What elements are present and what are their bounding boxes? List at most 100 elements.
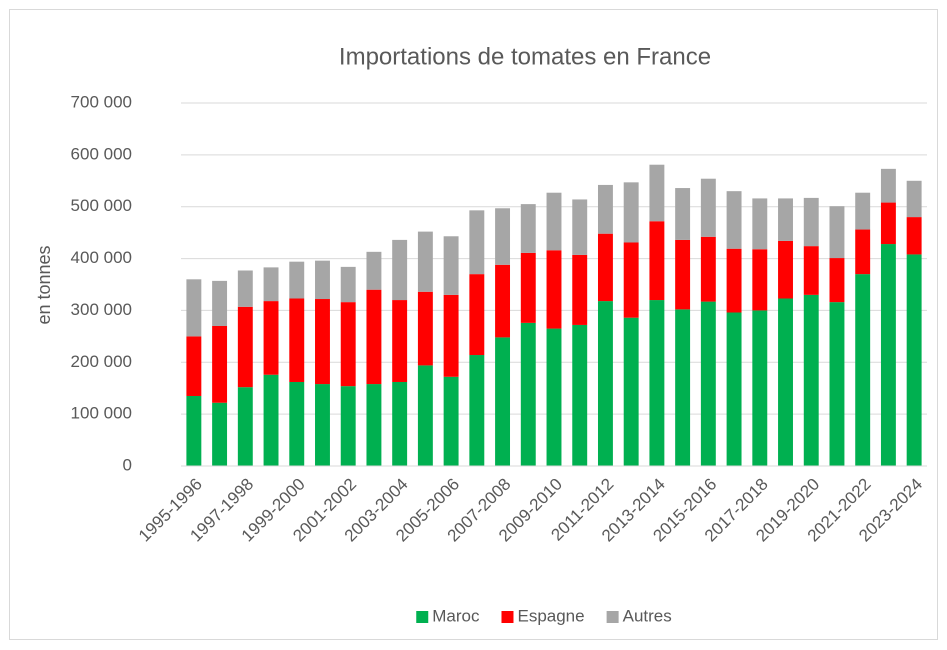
bar-segment (700, 178, 716, 237)
bar-segment (392, 381, 408, 466)
bar-segment (829, 302, 845, 466)
y-tick-label: 300 000 (71, 300, 132, 319)
bar-segment (572, 199, 588, 255)
legend-item: Autres (606, 606, 672, 625)
bar-segment (417, 231, 433, 292)
bar-segment (237, 306, 253, 388)
bar-segment (263, 301, 279, 375)
bar-segment (855, 229, 871, 275)
bar-segment (649, 300, 665, 466)
bar-segment (417, 365, 433, 466)
bar-segment (700, 236, 716, 302)
bar-segment (263, 267, 279, 302)
y-tick-label: 600 000 (71, 144, 132, 163)
bar-segment (752, 198, 768, 250)
bar-segment (623, 242, 639, 318)
bar-segment (443, 236, 459, 295)
bar-segment (597, 301, 613, 466)
bar-segment (315, 384, 330, 466)
bar-segment (212, 402, 228, 466)
legend-label: Autres (623, 606, 672, 625)
bar-segment (752, 249, 768, 311)
bar-segment (726, 312, 742, 466)
bar-segment (726, 248, 742, 313)
bar-segment (186, 336, 202, 396)
bar-segment (597, 233, 613, 302)
bar-segment (417, 291, 433, 366)
bar-segment (366, 251, 382, 290)
bar-segment (649, 221, 665, 301)
bar-segment (546, 192, 562, 251)
bar-segment (237, 270, 253, 307)
bar-segment (366, 289, 382, 385)
bar-segment (906, 217, 922, 255)
bar-segment (700, 301, 716, 466)
legend-label: Espagne (517, 606, 584, 625)
bar-segment (855, 274, 871, 466)
bar-segment (315, 260, 330, 300)
bar-segment (315, 299, 330, 385)
y-tick-label: 200 000 (71, 352, 132, 371)
bar-segment (597, 184, 613, 234)
bar-segment (443, 376, 459, 466)
bar-segment (803, 246, 819, 295)
bar-segment (778, 240, 793, 299)
bar-segment (469, 355, 485, 466)
bar-segment (803, 197, 819, 247)
bar-segment (855, 192, 871, 230)
bar-segment (469, 210, 485, 275)
y-tick-label: 400 000 (71, 248, 132, 267)
bar-segment (495, 208, 511, 265)
bar-segment (803, 294, 819, 466)
bar-segment (623, 182, 639, 243)
bar-segment (906, 254, 922, 466)
bar-segment (237, 387, 253, 466)
bar-segment (880, 168, 896, 203)
bar-segment (880, 244, 896, 466)
bar-segment (778, 298, 793, 466)
bar-segment (443, 294, 459, 377)
bar-segment (520, 204, 536, 253)
legend-swatch (606, 611, 619, 623)
legend-swatch (416, 611, 429, 623)
y-tick-label: 500 000 (71, 196, 132, 215)
y-tick-label: 700 000 (71, 92, 132, 111)
bar-segment (289, 261, 305, 299)
bar-segment (263, 374, 279, 466)
bar-segment (778, 198, 793, 241)
bar-segment (340, 386, 356, 466)
bar-segment (469, 274, 485, 356)
bar-segment (546, 328, 562, 466)
bar-segment (520, 252, 536, 323)
bar-segment (212, 325, 228, 403)
bar-segment (212, 280, 228, 326)
bar-segment (906, 180, 922, 218)
bar-segment (289, 381, 305, 466)
bar-segment (675, 239, 691, 310)
y-axis-label: en tonnes (34, 245, 54, 324)
bar-segment (392, 239, 408, 301)
y-tick-label: 100 000 (71, 404, 132, 423)
bar-segment (675, 309, 691, 466)
bar-segment (186, 395, 202, 466)
legend-swatch (501, 611, 514, 623)
bar-segment (572, 324, 588, 466)
bar-segment (392, 300, 408, 382)
bar-segment (340, 266, 356, 303)
legend-item: Maroc (416, 606, 480, 625)
legend-item: Espagne (501, 606, 585, 625)
bar-segment (649, 164, 665, 222)
bar-segment (752, 310, 768, 466)
bar-segment (495, 337, 511, 466)
bar-segment (340, 302, 356, 387)
bar-segment (520, 322, 536, 466)
bar-segment (289, 298, 305, 382)
bar-segment (726, 191, 742, 249)
bar-segment (572, 254, 588, 325)
bar-segment (186, 279, 202, 337)
bar-segment (829, 258, 845, 303)
bar-segment (880, 202, 896, 245)
y-tick-label: 0 (123, 455, 132, 474)
bar-segment (623, 317, 639, 466)
